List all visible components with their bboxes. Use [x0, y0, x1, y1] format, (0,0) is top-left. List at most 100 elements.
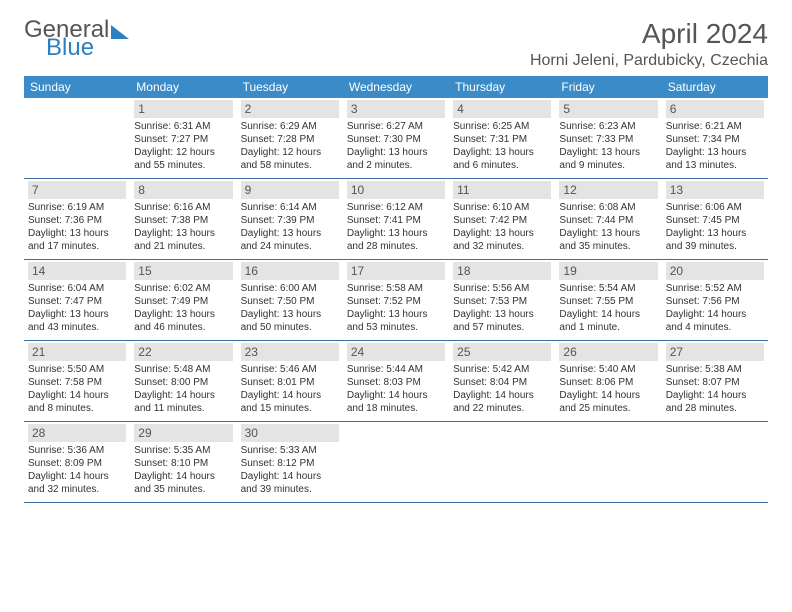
sunrise-text: Sunrise: 6:31 AM [134, 120, 232, 133]
day-info: Sunrise: 6:27 AMSunset: 7:30 PMDaylight:… [347, 120, 445, 172]
day-cell: 12Sunrise: 6:08 AMSunset: 7:44 PMDayligh… [555, 179, 661, 259]
sunrise-text: Sunrise: 6:23 AM [559, 120, 657, 133]
empty-day-cell [555, 422, 661, 502]
day-info: Sunrise: 6:10 AMSunset: 7:42 PMDaylight:… [453, 201, 551, 253]
sunset-text: Sunset: 8:06 PM [559, 376, 657, 389]
day-number: 12 [559, 181, 657, 199]
day-cell: 8Sunrise: 6:16 AMSunset: 7:38 PMDaylight… [130, 179, 236, 259]
daylight-text: Daylight: 13 hours and 32 minutes. [453, 227, 551, 253]
day-number: 22 [134, 343, 232, 361]
sunrise-text: Sunrise: 5:52 AM [666, 282, 764, 295]
day-info: Sunrise: 6:12 AMSunset: 7:41 PMDaylight:… [347, 201, 445, 253]
day-number: 17 [347, 262, 445, 280]
daylight-text: Daylight: 13 hours and 46 minutes. [134, 308, 232, 334]
sunset-text: Sunset: 7:45 PM [666, 214, 764, 227]
daylight-text: Daylight: 12 hours and 58 minutes. [241, 146, 339, 172]
daylight-text: Daylight: 13 hours and 9 minutes. [559, 146, 657, 172]
day-number: 20 [666, 262, 764, 280]
day-number: 26 [559, 343, 657, 361]
logo-text-blue: Blue [46, 36, 94, 60]
day-cell: 9Sunrise: 6:14 AMSunset: 7:39 PMDaylight… [237, 179, 343, 259]
day-info: Sunrise: 5:52 AMSunset: 7:56 PMDaylight:… [666, 282, 764, 334]
daylight-text: Daylight: 13 hours and 57 minutes. [453, 308, 551, 334]
day-cell: 15Sunrise: 6:02 AMSunset: 7:49 PMDayligh… [130, 260, 236, 340]
day-cell: 20 Sunrise: 5:52 AMSunset: 7:56 PMDayligh… [662, 260, 768, 340]
sunset-text: Sunset: 7:52 PM [347, 295, 445, 308]
daylight-text: Daylight: 13 hours and 28 minutes. [347, 227, 445, 253]
day-cell: 2Sunrise: 6:29 AMSunset: 7:28 PMDaylight… [237, 98, 343, 178]
day-info: Sunrise: 6:02 AMSunset: 7:49 PMDaylight:… [134, 282, 232, 334]
day-number: 4 [453, 100, 551, 118]
day-cell: 30 Sunrise: 5:33 AMSunset: 8:12 PMDayligh… [237, 422, 343, 502]
day-cell: 29Sunrise: 5:35 AMSunset: 8:10 PMDayligh… [130, 422, 236, 502]
daylight-text: Daylight: 14 hours and 35 minutes. [134, 470, 232, 496]
sunset-text: Sunset: 7:42 PM [453, 214, 551, 227]
day-info: Sunrise: 6:00 AMSunset: 7:50 PMDaylight:… [241, 282, 339, 334]
sunrise-text: Sunrise: 6:02 AM [134, 282, 232, 295]
day-number: 18 [453, 262, 551, 280]
sunrise-text: Sunrise: 6:29 AM [241, 120, 339, 133]
day-cell: 5Sunrise: 6:23 AMSunset: 7:33 PMDaylight… [555, 98, 661, 178]
sunset-text: Sunset: 7:36 PM [28, 214, 126, 227]
day-cell: 27Sunrise: 5:38 AMSunset: 8:07 PMDayligh… [662, 341, 768, 421]
day-cell: 21Sunrise: 5:50 AMSunset: 7:58 PMDayligh… [24, 341, 130, 421]
day-cell: 10Sunrise: 6:12 AMSunset: 7:41 PMDayligh… [343, 179, 449, 259]
sunrise-text: Sunrise: 6:21 AM [666, 120, 764, 133]
day-number: 30 [241, 424, 339, 442]
daylight-text: Daylight: 14 hours and 25 minutes. [559, 389, 657, 415]
day-info: Sunrise: 6:31 AMSunset: 7:27 PMDaylight:… [134, 120, 232, 172]
week-row: 14Sunrise: 6:04 AMSunset: 7:47 PMDayligh… [24, 260, 768, 341]
sunset-text: Sunset: 8:03 PM [347, 376, 445, 389]
daylight-text: Daylight: 13 hours and 21 minutes. [134, 227, 232, 253]
day-number: 8 [134, 181, 232, 199]
daylight-text: Daylight: 13 hours and 43 minutes. [28, 308, 126, 334]
sunset-text: Sunset: 7:55 PM [559, 295, 657, 308]
day-cell: 19Sunrise: 5:54 AMSunset: 7:55 PMDayligh… [555, 260, 661, 340]
day-header: Wednesday [343, 76, 449, 98]
day-info: Sunrise: 5:48 AMSunset: 8:00 PMDaylight:… [134, 363, 232, 415]
week-row: 21Sunrise: 5:50 AMSunset: 7:58 PMDayligh… [24, 341, 768, 422]
sunset-text: Sunset: 7:30 PM [347, 133, 445, 146]
day-number: 3 [347, 100, 445, 118]
day-info: Sunrise: 6:23 AMSunset: 7:33 PMDaylight:… [559, 120, 657, 172]
title-block: April 2024 Horni Jeleni, Pardubicky, Cze… [530, 18, 768, 70]
day-info: Sunrise: 5:35 AMSunset: 8:10 PMDaylight:… [134, 444, 232, 496]
day-info: Sunrise: 5:33 AMSunset: 8:12 PMDaylight:… [241, 444, 339, 496]
daylight-text: Daylight: 13 hours and 35 minutes. [559, 227, 657, 253]
sunrise-text: Sunrise: 6:14 AM [241, 201, 339, 214]
sunset-text: Sunset: 8:01 PM [241, 376, 339, 389]
day-cell: 18Sunrise: 5:56 AMSunset: 7:53 PMDayligh… [449, 260, 555, 340]
sunrise-text: Sunrise: 5:54 AM [559, 282, 657, 295]
sunset-text: Sunset: 7:49 PM [134, 295, 232, 308]
day-header: Thursday [449, 76, 555, 98]
day-info: Sunrise: 5:46 AMSunset: 8:01 PMDaylight:… [241, 363, 339, 415]
sunset-text: Sunset: 7:28 PM [241, 133, 339, 146]
sunrise-text: Sunrise: 5:56 AM [453, 282, 551, 295]
sunrise-text: Sunrise: 5:35 AM [134, 444, 232, 457]
day-cell: 13Sunrise: 6:06 AMSunset: 7:45 PMDayligh… [662, 179, 768, 259]
day-number: 23 [241, 343, 339, 361]
sunrise-text: Sunrise: 6:04 AM [28, 282, 126, 295]
day-cell: 17Sunrise: 5:58 AMSunset: 7:52 PMDayligh… [343, 260, 449, 340]
location-text: Horni Jeleni, Pardubicky, Czechia [530, 52, 768, 70]
daylight-text: Daylight: 13 hours and 13 minutes. [666, 146, 764, 172]
sunset-text: Sunset: 8:00 PM [134, 376, 232, 389]
day-number: 28 [28, 424, 126, 442]
daylight-text: Daylight: 13 hours and 6 minutes. [453, 146, 551, 172]
day-header: Friday [555, 76, 661, 98]
daylight-text: Daylight: 14 hours and 11 minutes. [134, 389, 232, 415]
sunset-text: Sunset: 7:41 PM [347, 214, 445, 227]
sunrise-text: Sunrise: 5:36 AM [28, 444, 126, 457]
day-number: 21 [28, 343, 126, 361]
sunrise-text: Sunrise: 6:00 AM [241, 282, 339, 295]
daylight-text: Daylight: 14 hours and 1 minute. [559, 308, 657, 334]
header: General Blue April 2024 Horni Jeleni, Pa… [24, 18, 768, 70]
day-number: 13 [666, 181, 764, 199]
week-row: 1 Sunrise: 6:31 AMSunset: 7:27 PMDaylight… [24, 98, 768, 179]
week-row: 28 Sunrise: 5:36 AMSunset: 8:09 PM Dayligh… [24, 422, 768, 503]
sunrise-text: Sunrise: 5:40 AM [559, 363, 657, 376]
day-info: Sunrise: 5:40 AMSunset: 8:06 PMDaylight:… [559, 363, 657, 415]
sunset-text: Sunset: 8:09 PM [28, 457, 126, 470]
day-number: 1 [134, 100, 232, 118]
day-cell: 4Sunrise: 6:25 AMSunset: 7:31 PMDaylight… [449, 98, 555, 178]
